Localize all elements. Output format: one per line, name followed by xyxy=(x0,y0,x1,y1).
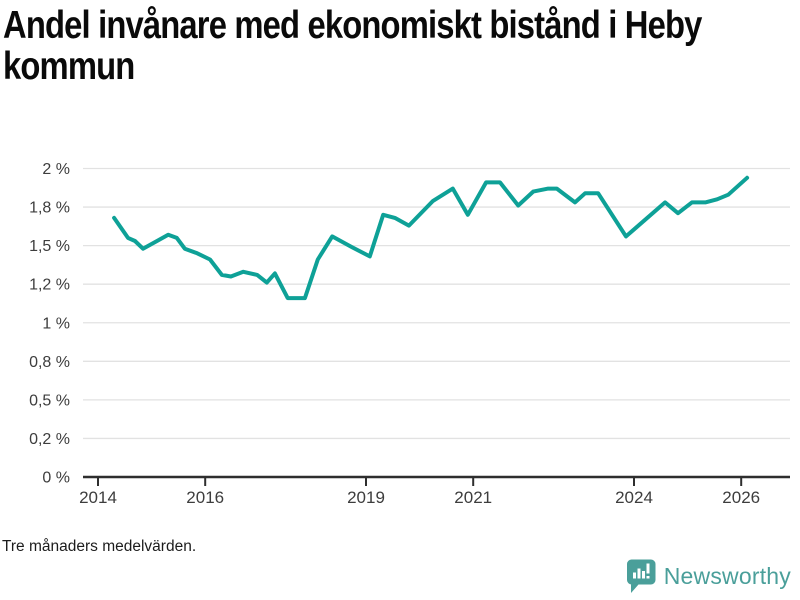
y-tick-label: 1 % xyxy=(42,315,70,332)
x-tick-label: 2016 xyxy=(186,488,224,507)
x-tick-label: 2021 xyxy=(454,488,492,507)
chart-title-line2: kommun xyxy=(3,45,135,89)
logo-bar-chart-glyph xyxy=(632,563,650,579)
newsworthy-logo-icon xyxy=(626,559,656,593)
newsworthy-logo-text: Newsworthy xyxy=(663,563,791,589)
data-line xyxy=(112,175,750,301)
y-tick-label: 0,5 % xyxy=(29,392,70,409)
y-tick-label: 0,2 % xyxy=(29,431,70,448)
x-tick-label: 2019 xyxy=(347,488,385,507)
y-tick-label: 0,8 % xyxy=(29,354,70,371)
chart-title-line1: Andel invånare med ekonomiskt bistånd i … xyxy=(3,4,702,47)
x-tick-label: 2014 xyxy=(79,488,117,507)
y-tick-label: 0 % xyxy=(42,470,70,487)
chart-footnote: Tre månaders medelvärden. xyxy=(2,538,197,555)
y-tick-label: 1,5 % xyxy=(29,238,70,255)
chart-title: Andel invånare med ekonomiskt bistånd i … xyxy=(3,5,702,88)
x-tick-label: 2026 xyxy=(722,488,760,507)
x-tick-label: 2024 xyxy=(615,488,653,507)
logo-speech-bubble xyxy=(626,559,656,593)
newsworthy-logo: Newsworthy xyxy=(626,558,791,595)
y-tick-label: 1,8 % xyxy=(29,200,70,217)
y-tick-label: 2 % xyxy=(42,161,70,178)
y-tick-label: 1,2 % xyxy=(29,277,70,294)
